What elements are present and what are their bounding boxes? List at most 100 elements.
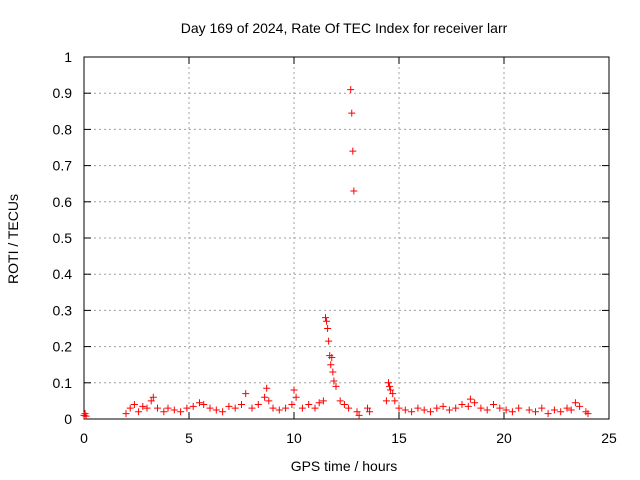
data-point	[550, 406, 558, 414]
data-point	[576, 402, 584, 410]
data-point	[420, 406, 428, 414]
data-point	[254, 401, 262, 409]
data-point	[200, 401, 208, 409]
data-point	[544, 410, 552, 418]
data-point	[242, 390, 250, 398]
data-point	[385, 379, 392, 387]
data-point	[248, 404, 256, 412]
data-point	[366, 408, 374, 416]
data-point	[290, 386, 298, 394]
data-point	[557, 408, 565, 416]
data-point	[502, 406, 510, 414]
y-tick-label: 0.3	[53, 302, 73, 318]
data-point	[160, 408, 168, 416]
y-tick-label: 0.7	[53, 158, 73, 174]
data-point	[292, 393, 300, 401]
x-tick-label: 20	[496, 430, 512, 446]
data-point	[532, 408, 539, 416]
data-point	[584, 410, 592, 418]
data-point	[154, 404, 161, 412]
data-point	[395, 404, 403, 412]
x-tick-label: 25	[601, 430, 617, 446]
data-point	[332, 382, 340, 390]
data-point	[477, 404, 485, 412]
data-point	[164, 404, 172, 412]
data-point	[386, 382, 394, 390]
data-point	[322, 314, 329, 322]
data-point	[538, 404, 546, 412]
data-point	[196, 399, 203, 407]
data-point	[464, 402, 472, 410]
data-point	[177, 408, 185, 416]
data-point	[275, 406, 283, 414]
data-point	[329, 368, 337, 376]
data-point	[515, 404, 523, 412]
data-point	[471, 399, 479, 407]
data-point	[433, 404, 441, 412]
data-point	[525, 406, 533, 414]
data-point	[82, 412, 90, 420]
data-point	[387, 386, 395, 394]
data-point	[122, 410, 130, 418]
data-point	[327, 361, 335, 369]
data-point	[330, 377, 338, 385]
data-point	[439, 402, 447, 410]
data-point	[261, 393, 269, 401]
data-point	[336, 397, 344, 405]
data-point	[340, 401, 348, 409]
data-point	[563, 404, 571, 412]
data-point	[391, 397, 399, 405]
data-point	[183, 404, 191, 412]
data-point	[466, 395, 474, 403]
y-tick-label: 1	[64, 49, 72, 65]
y-tick-label: 0.5	[53, 230, 73, 246]
chart-title: Day 169 of 2024, Rate Of TEC Index for r…	[181, 20, 508, 36]
y-tick-label: 0.8	[53, 121, 73, 137]
data-point	[288, 401, 296, 409]
y-tick-label: 0.2	[53, 339, 73, 355]
data-point	[219, 408, 227, 416]
data-point	[126, 404, 134, 412]
data-point	[319, 397, 327, 405]
data-point	[139, 402, 147, 410]
data-point	[130, 401, 138, 409]
data-point	[212, 406, 220, 414]
data-points	[80, 86, 592, 420]
data-point	[298, 404, 306, 412]
data-point	[496, 404, 504, 412]
data-point	[355, 411, 363, 419]
x-tick-label: 15	[391, 430, 407, 446]
data-point	[483, 406, 491, 414]
data-point	[445, 406, 453, 414]
data-point	[567, 406, 575, 414]
data-point	[143, 404, 151, 412]
y-tick-label: 0.4	[53, 266, 73, 282]
data-point	[323, 317, 331, 325]
x-tick-label: 5	[185, 430, 193, 446]
data-point	[231, 404, 239, 412]
data-point	[348, 109, 356, 117]
data-point	[571, 399, 579, 407]
grid-lines	[84, 57, 609, 419]
data-point	[345, 404, 353, 412]
data-point	[147, 397, 155, 405]
y-tick-label: 0.9	[53, 85, 73, 101]
data-point	[408, 408, 416, 416]
data-point	[189, 402, 197, 410]
data-point	[452, 404, 460, 412]
x-tick-label: 0	[80, 430, 88, 446]
x-tick-labels: 0 5 10 15 20 25	[80, 430, 617, 446]
y-tick-labels: 0 0.1 0.2 0.3 0.4 0.5 0.6 0.7 0.8 0.9 1	[53, 49, 73, 427]
data-point	[401, 406, 409, 414]
y-axis-label: ROTI / TECUs	[5, 194, 21, 284]
data-point	[328, 353, 336, 361]
data-point	[135, 408, 143, 416]
data-point	[350, 187, 358, 195]
data-point	[282, 404, 290, 412]
data-point	[265, 397, 273, 405]
axis-ticks	[83, 56, 610, 420]
data-point	[490, 401, 497, 409]
data-point	[353, 408, 361, 416]
data-point	[324, 325, 332, 332]
